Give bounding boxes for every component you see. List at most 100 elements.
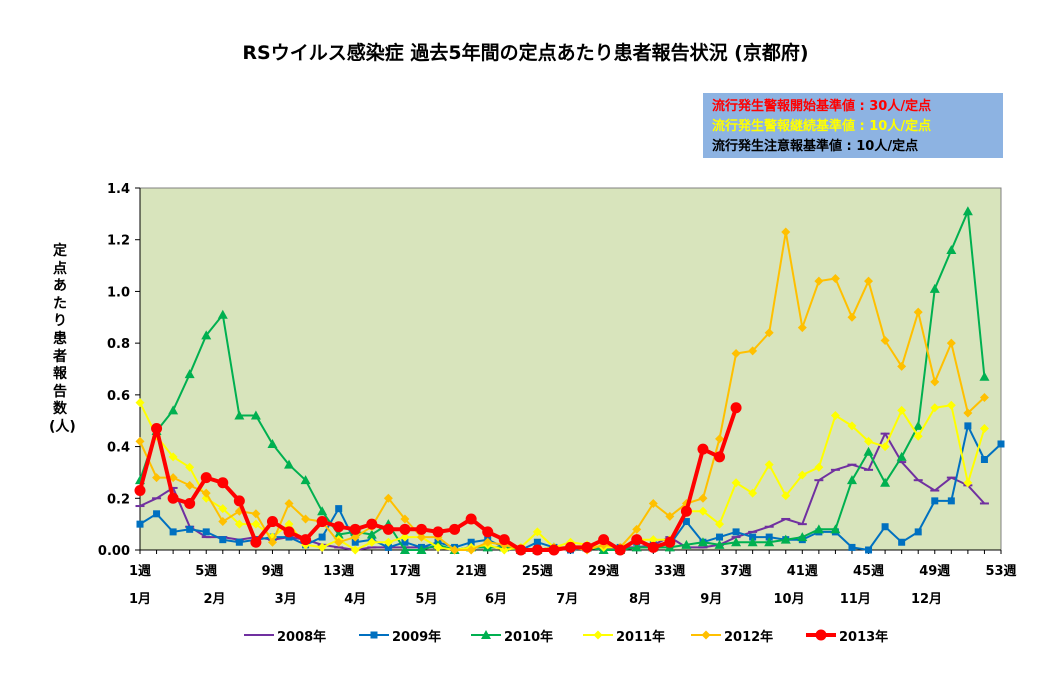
data-point xyxy=(881,523,889,531)
data-point xyxy=(748,488,758,498)
data-point xyxy=(350,532,360,542)
data-point xyxy=(416,545,427,554)
data-point xyxy=(467,538,475,546)
data-point xyxy=(415,523,427,535)
data-point xyxy=(152,473,162,483)
data-point xyxy=(498,534,510,546)
data-point xyxy=(865,546,873,554)
legend-swatch xyxy=(244,634,274,636)
data-point xyxy=(233,495,245,507)
data-point xyxy=(962,206,973,216)
data-point xyxy=(780,534,791,544)
data-point xyxy=(731,478,741,488)
data-point xyxy=(764,460,774,470)
legend-item: 2012年 xyxy=(690,625,773,645)
data-point xyxy=(234,410,245,420)
month-label: 2月 xyxy=(203,592,225,607)
legend: 2008年 2009年 2010年 2011年 2012年 2013年 xyxy=(0,625,1051,645)
data-point xyxy=(897,405,907,415)
month-label: 7月 xyxy=(556,592,578,607)
y-tick-label: 0.4 xyxy=(107,441,130,456)
x-tick-label: 17週 xyxy=(389,564,420,579)
data-point xyxy=(250,410,261,420)
data-point xyxy=(366,529,377,539)
criteria-warning-continue: 流行発生警報継続基準値 : 10人/定点 xyxy=(712,119,932,134)
data-point xyxy=(680,505,692,517)
month-label: 11月 xyxy=(840,592,871,607)
data-point xyxy=(334,537,344,547)
legend-item: 2008年 xyxy=(243,625,326,645)
data-point xyxy=(499,545,509,555)
data-point xyxy=(830,274,840,283)
data-point xyxy=(814,462,824,472)
series-line xyxy=(139,402,986,551)
data-point xyxy=(714,539,725,549)
legend-swatch xyxy=(691,630,721,640)
data-point xyxy=(318,533,326,541)
data-point xyxy=(333,529,344,539)
data-point xyxy=(830,524,841,534)
data-point xyxy=(715,519,725,529)
data-point xyxy=(914,528,922,536)
data-point xyxy=(964,422,972,430)
x-tick-label: 25週 xyxy=(522,564,553,579)
data-point xyxy=(384,543,392,551)
data-point xyxy=(997,440,1005,448)
data-point xyxy=(151,422,163,434)
data-point xyxy=(284,519,294,529)
legend-item: 2010年 xyxy=(470,625,553,645)
data-point xyxy=(450,545,460,555)
data-point xyxy=(897,361,907,371)
data-point xyxy=(781,227,791,237)
data-point xyxy=(350,545,360,555)
data-point xyxy=(764,328,774,338)
data-point xyxy=(169,528,177,536)
x-tick-label: 21週 xyxy=(456,564,487,579)
month-label: 5月 xyxy=(415,592,437,607)
data-point xyxy=(979,423,989,433)
data-point xyxy=(482,526,494,538)
x-tick-label: 5週 xyxy=(195,564,217,579)
data-point xyxy=(168,452,178,462)
data-point xyxy=(947,497,955,505)
x-tick-label: 45週 xyxy=(853,564,884,579)
legend-item: 2011年 xyxy=(582,625,665,645)
data-point xyxy=(218,517,228,527)
data-point xyxy=(963,408,973,418)
y-tick-label: 1.0 xyxy=(107,285,130,300)
data-point xyxy=(731,348,741,358)
data-point xyxy=(383,537,393,547)
legend-label: 2012年 xyxy=(724,629,774,645)
data-point xyxy=(316,516,328,528)
month-label: 3月 xyxy=(275,592,297,607)
data-point xyxy=(830,411,840,421)
data-point xyxy=(184,369,195,379)
data-point xyxy=(698,493,708,503)
data-point xyxy=(401,538,409,546)
data-point xyxy=(648,535,658,545)
data-point xyxy=(797,323,807,333)
data-point xyxy=(400,514,410,524)
x-tick-label: 49週 xyxy=(919,564,950,579)
month-label: 8月 xyxy=(629,592,651,607)
data-point xyxy=(333,521,345,533)
legend-swatch xyxy=(359,631,389,639)
data-point xyxy=(433,542,443,552)
data-point xyxy=(946,400,956,410)
data-point xyxy=(267,438,278,448)
y-tick-label: 0.6 xyxy=(107,389,130,404)
y-tick-label: 0.8 xyxy=(107,337,130,352)
month-label: 10月 xyxy=(774,592,805,607)
data-point xyxy=(714,451,726,463)
data-point xyxy=(631,542,642,552)
data-point xyxy=(301,514,311,524)
data-point xyxy=(682,518,690,526)
legend-label: 2013年 xyxy=(839,629,889,645)
data-point xyxy=(781,491,791,501)
data-point xyxy=(300,534,312,546)
data-point xyxy=(565,541,576,553)
data-point xyxy=(697,443,709,455)
data-point xyxy=(167,492,179,504)
data-point xyxy=(217,477,229,489)
data-point xyxy=(880,477,891,487)
